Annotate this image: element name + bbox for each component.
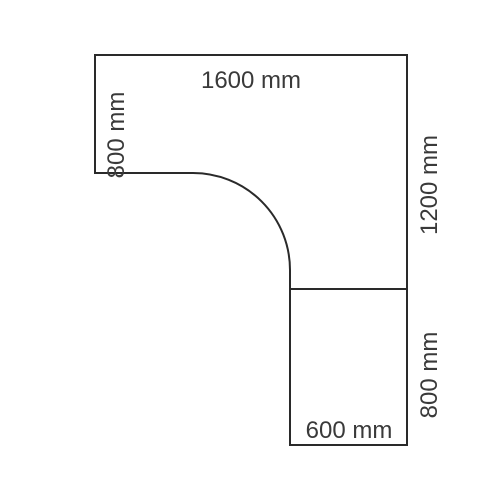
dimension-diagram: 1600 mm 800 mm 1200 mm 800 mm 600 mm bbox=[0, 0, 500, 500]
dim-right-upper: 1200 mm bbox=[416, 135, 443, 235]
dim-left: 800 mm bbox=[103, 92, 130, 179]
dim-top: 1600 mm bbox=[201, 67, 301, 94]
dim-right-lower: 800 mm bbox=[416, 332, 443, 419]
dim-bottom: 600 mm bbox=[306, 417, 393, 444]
